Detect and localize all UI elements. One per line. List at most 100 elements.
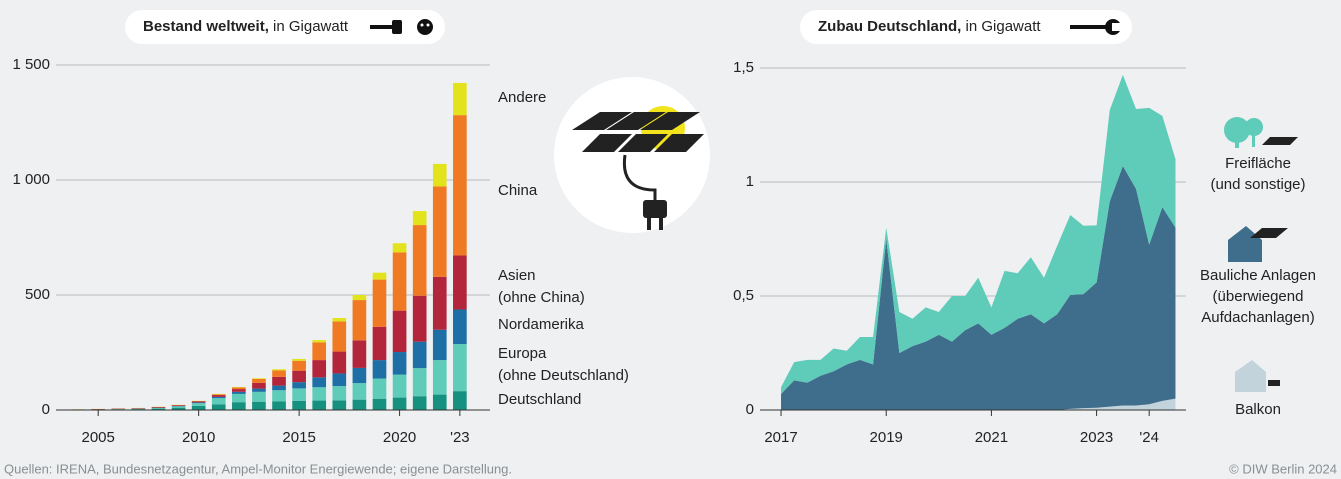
bar-segment	[191, 403, 206, 406]
bar-segment	[392, 352, 407, 375]
bar-segment	[211, 398, 226, 405]
legend-sublabel: (ohne China)	[498, 289, 585, 306]
legend-label: Balkon	[1235, 401, 1281, 418]
bar-segment	[392, 243, 407, 253]
chart-title: Bestand weltweit, in Gigawatt	[143, 18, 349, 35]
bar-segment	[232, 402, 246, 410]
bar-segment	[312, 377, 327, 388]
bar-segment	[372, 326, 387, 361]
bar-segment	[412, 211, 427, 226]
source: Quellen: IRENA, Bundesnetzagentur, Ampel…	[4, 461, 512, 476]
bar-segment	[453, 255, 467, 310]
bar-segment	[332, 351, 347, 374]
bar-segment	[412, 396, 427, 410]
wrench-icon	[1070, 19, 1122, 35]
unit: in Gigawatt	[273, 18, 349, 35]
bar-segment	[372, 272, 387, 280]
bar-segment	[432, 276, 447, 330]
bar-segment	[292, 358, 306, 361]
y-tick-label: 1 500	[12, 56, 50, 73]
bar-segment	[292, 400, 306, 410]
bar-segment	[252, 401, 266, 410]
legend-label: Deutschland	[498, 391, 581, 408]
bar-segment	[453, 309, 467, 344]
bar-segment	[352, 300, 367, 341]
bar-segment	[372, 378, 387, 399]
x-tick-label: 2023	[1080, 429, 1113, 446]
bar-segment	[372, 398, 387, 410]
bar-segment	[332, 400, 347, 410]
chart-title: Zubau Deutschland, in Gigawatt	[818, 18, 1041, 35]
x-tick-label: 2020	[383, 429, 416, 446]
bar-segment	[171, 406, 186, 408]
y-tick-label: 1,5	[733, 59, 754, 76]
bar-segment	[332, 386, 347, 401]
bar-segment	[211, 404, 226, 410]
bar-segment	[252, 391, 266, 402]
legend-sublabel: (überwiegend	[1213, 288, 1304, 305]
bar-segment	[292, 360, 306, 371]
bar-segment	[453, 115, 467, 256]
x-tick-label: 2010	[182, 429, 215, 446]
bar-segment	[432, 163, 447, 187]
bar-segment	[272, 401, 286, 410]
bar-segment	[211, 396, 226, 399]
bar-segment	[171, 405, 186, 406]
bar-segment	[312, 387, 327, 401]
bar-segment	[332, 318, 347, 322]
bar-segment	[332, 373, 347, 387]
title: Bestand weltweit,	[143, 18, 269, 35]
bar-segment	[292, 370, 306, 383]
bar-segment	[352, 383, 367, 400]
bar-segment	[211, 394, 226, 396]
legend-icons	[1224, 117, 1298, 392]
legend-label: Nordamerika	[498, 316, 585, 333]
bar-segment	[352, 340, 367, 368]
copyright: © DIW Berlin 2024	[1229, 461, 1337, 476]
title: Zubau Deutschland,	[818, 18, 961, 35]
area	[781, 398, 1176, 410]
legend-label: Asien	[498, 267, 536, 284]
y-tick-label: 0	[746, 401, 754, 418]
bar-segment	[312, 400, 327, 410]
y-tick-label: 1 000	[12, 171, 50, 188]
bar-segment	[432, 186, 447, 277]
bar-segment	[412, 225, 427, 296]
bar-segment	[151, 408, 166, 410]
unit: in Gigawatt	[966, 18, 1042, 35]
bar-segment	[252, 378, 266, 383]
bar-segment	[272, 370, 286, 377]
bar-segment	[232, 387, 246, 390]
title-pill	[125, 10, 445, 44]
x-tick-label: '24	[1139, 429, 1159, 446]
x-tick-label: 2015	[282, 429, 315, 446]
bar-segment	[392, 252, 407, 311]
bar-segment	[252, 388, 266, 392]
x-tick-label: '23	[450, 429, 470, 446]
y-tick-label: 1	[746, 173, 754, 190]
bar-segment	[432, 329, 447, 361]
bar-segment	[412, 341, 427, 369]
bar-segment	[372, 279, 387, 327]
x-tick-label: 2019	[870, 429, 903, 446]
solar-icon	[554, 77, 710, 233]
bar-segment	[292, 388, 306, 401]
bar-segment	[392, 374, 407, 398]
bar-segment	[151, 407, 166, 408]
legend-sublabel: (ohne Deutschland)	[498, 367, 629, 384]
legend-sublabel: (und sonstige)	[1210, 176, 1305, 193]
bar-segment	[352, 367, 367, 384]
legend-sublabel: Aufdachanlagen)	[1201, 309, 1314, 326]
legend-label: Freifläche	[1225, 155, 1291, 172]
bar-segment	[191, 401, 206, 403]
legend-label: China	[498, 182, 538, 199]
bar-segment	[252, 382, 266, 389]
bar-segment	[392, 310, 407, 353]
bar-segment	[453, 343, 467, 392]
bar-segment	[272, 376, 286, 386]
bar-segment	[312, 340, 327, 343]
bar-segment	[412, 368, 427, 397]
y-tick-label: 0,5	[733, 287, 754, 304]
bar-segment	[151, 407, 166, 409]
